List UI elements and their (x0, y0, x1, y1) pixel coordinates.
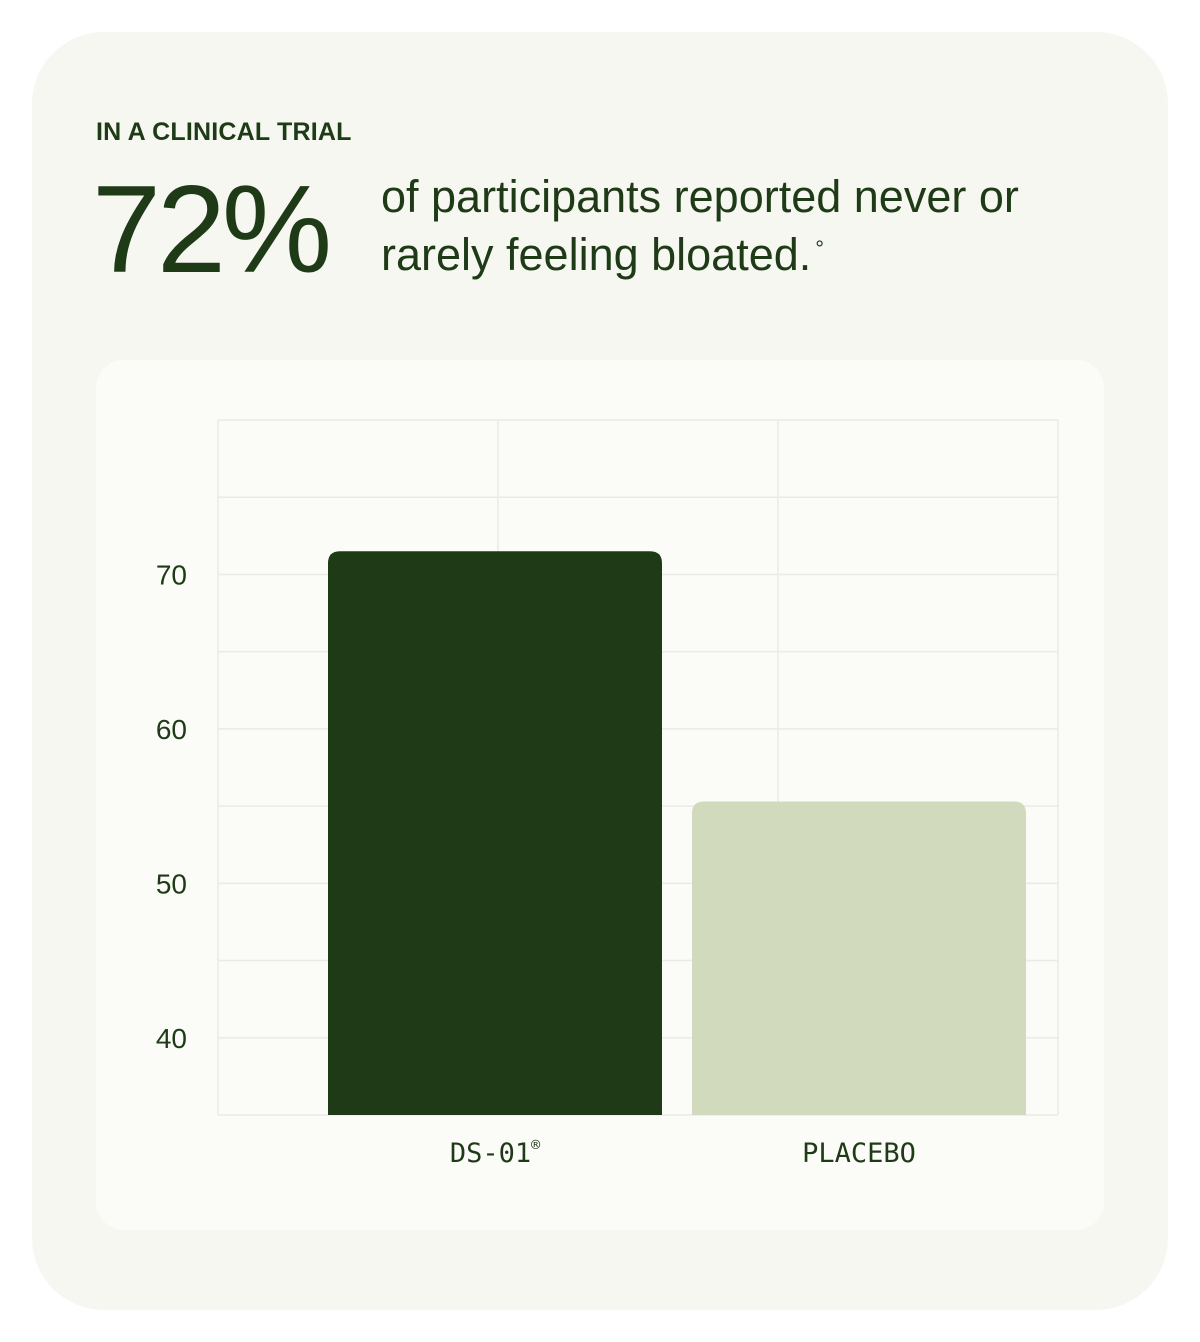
y-tick-label: 60 (156, 714, 187, 745)
bars (328, 551, 1026, 1115)
bar-placebo (692, 801, 1026, 1115)
y-tick-label: 40 (156, 1023, 187, 1054)
category-label: DS-01® (450, 1136, 541, 1169)
category-label: PLACEBO (802, 1138, 916, 1169)
y-axis-ticks: 40 50 60 70 (156, 559, 187, 1053)
eyebrow-label: IN A CLINICAL TRIAL (96, 118, 352, 146)
y-tick-label: 70 (156, 559, 187, 590)
headline-body: of participants reported never or rarely… (381, 171, 1019, 280)
bar-ds-01 (328, 551, 662, 1115)
x-axis-labels: DS-01® PLACEBO (450, 1136, 916, 1169)
footnote-marker: ° (815, 236, 825, 261)
headline-text: of participants reported never or rarely… (381, 168, 1101, 284)
big-stat-value: 72% (92, 161, 332, 299)
y-tick-label: 50 (156, 868, 187, 899)
